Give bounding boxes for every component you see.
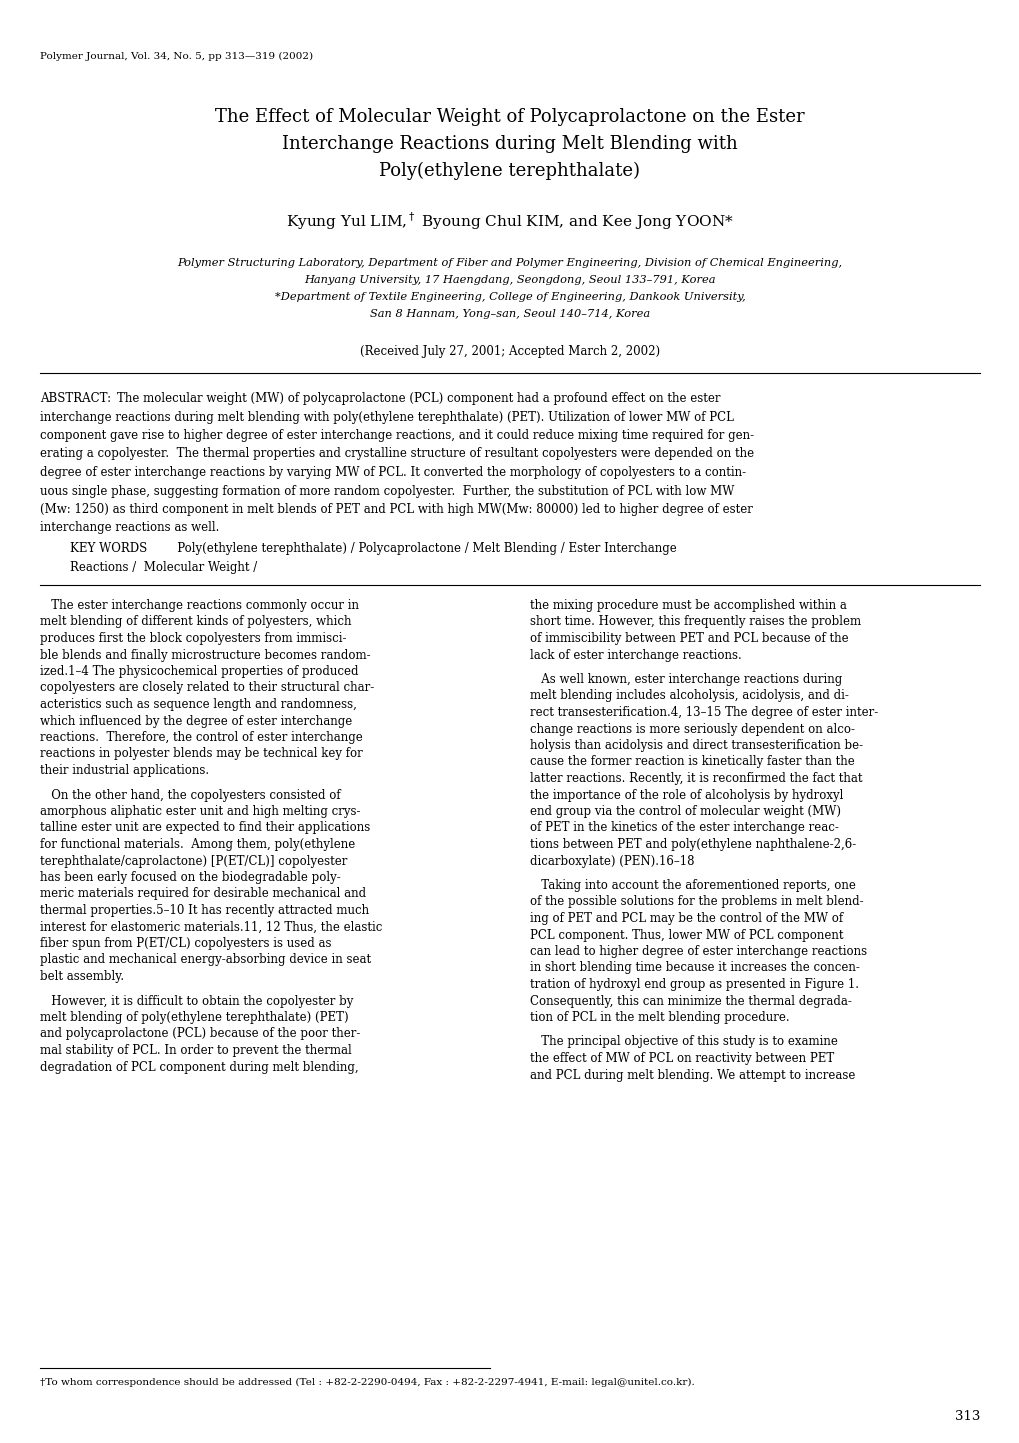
Text: ABSTRACT:: ABSTRACT: xyxy=(40,392,111,405)
Text: PCL component. Thus, lower MW of PCL component: PCL component. Thus, lower MW of PCL com… xyxy=(530,928,843,941)
Text: tions between PET and poly(ethylene naphthalene-2,6-: tions between PET and poly(ethylene naph… xyxy=(530,838,855,851)
Text: of the possible solutions for the problems in melt blend-: of the possible solutions for the proble… xyxy=(530,896,863,909)
Text: degree of ester interchange reactions by varying MW of PCL. It converted the mor: degree of ester interchange reactions by… xyxy=(40,466,745,479)
Text: acteristics such as sequence length and randomness,: acteristics such as sequence length and … xyxy=(40,698,357,711)
Text: Poly(ethylene terephthalate): Poly(ethylene terephthalate) xyxy=(379,162,640,180)
Text: dicarboxylate) (PEN).16–18: dicarboxylate) (PEN).16–18 xyxy=(530,854,694,867)
Text: can lead to higher degree of ester interchange reactions: can lead to higher degree of ester inter… xyxy=(530,945,866,958)
Text: interchange reactions during melt blending with poly(ethylene terephthalate) (PE: interchange reactions during melt blendi… xyxy=(40,410,733,423)
Text: plastic and mechanical energy-absorbing device in seat: plastic and mechanical energy-absorbing … xyxy=(40,954,371,967)
Text: melt blending includes alcoholysis, acidolysis, and di-: melt blending includes alcoholysis, acid… xyxy=(530,690,848,703)
Text: which influenced by the degree of ester interchange: which influenced by the degree of ester … xyxy=(40,714,352,727)
Text: mal stability of PCL. In order to prevent the thermal: mal stability of PCL. In order to preven… xyxy=(40,1043,352,1058)
Text: fiber spun from P(ET/CL) copolyesters is used as: fiber spun from P(ET/CL) copolyesters is… xyxy=(40,937,331,949)
Text: and polycaprolactone (PCL) because of the poor ther-: and polycaprolactone (PCL) because of th… xyxy=(40,1027,360,1040)
Text: As well known, ester interchange reactions during: As well known, ester interchange reactio… xyxy=(530,672,842,685)
Text: their industrial applications.: their industrial applications. xyxy=(40,763,209,776)
Text: 313: 313 xyxy=(954,1410,979,1423)
Text: cause the former reaction is kinetically faster than the: cause the former reaction is kinetically… xyxy=(530,756,854,769)
Text: produces first the block copolyesters from immisci-: produces first the block copolyesters fr… xyxy=(40,632,346,645)
Text: uous single phase, suggesting formation of more random copolyester.  Further, th: uous single phase, suggesting formation … xyxy=(40,485,734,498)
Text: the mixing procedure must be accomplished within a: the mixing procedure must be accomplishe… xyxy=(530,599,846,612)
Text: Kyung Yul L$\mathregular{IM}$,$^\dagger$ Byoung Chul K$\mathregular{IM}$, and Ke: Kyung Yul L$\mathregular{IM}$,$^\dagger$… xyxy=(286,211,733,232)
Text: end group via the control of molecular weight (MW): end group via the control of molecular w… xyxy=(530,805,841,818)
Text: of immiscibility between PET and PCL because of the: of immiscibility between PET and PCL bec… xyxy=(530,632,848,645)
Text: has been early focused on the biodegradable poly-: has been early focused on the biodegrada… xyxy=(40,872,340,885)
Text: talline ester unit are expected to find their applications: talline ester unit are expected to find … xyxy=(40,821,370,834)
Text: The molecular weight (MW) of polycaprolactone (PCL) component had a profound eff: The molecular weight (MW) of polycaprola… xyxy=(117,392,719,405)
Text: †To whom correspondence should be addressed (Tel : +82-2-2290-0494, Fax : +82-2-: †To whom correspondence should be addres… xyxy=(40,1378,694,1387)
Text: Interchange Reactions during Melt Blending with: Interchange Reactions during Melt Blendi… xyxy=(282,136,737,153)
Text: Polymer Structuring Laboratory, Department of Fiber and Polymer Engineering, Div: Polymer Structuring Laboratory, Departme… xyxy=(177,258,842,268)
Text: rect transesterification.4, 13–15 The degree of ester inter-: rect transesterification.4, 13–15 The de… xyxy=(530,706,877,719)
Text: melt blending of poly(ethylene terephthalate) (PET): melt blending of poly(ethylene terephtha… xyxy=(40,1012,348,1025)
Text: *Department of Textile Engineering, College of Engineering, Dankook University,: *Department of Textile Engineering, Coll… xyxy=(274,291,745,302)
Text: Consequently, this can minimize the thermal degrada-: Consequently, this can minimize the ther… xyxy=(530,994,851,1007)
Text: The principal objective of this study is to examine: The principal objective of this study is… xyxy=(530,1036,837,1049)
Text: However, it is difficult to obtain the copolyester by: However, it is difficult to obtain the c… xyxy=(40,994,353,1007)
Text: ing of PET and PCL may be the control of the MW of: ing of PET and PCL may be the control of… xyxy=(530,912,843,925)
Text: for functional materials.  Among them, poly(ethylene: for functional materials. Among them, po… xyxy=(40,838,355,851)
Text: melt blending of different kinds of polyesters, which: melt blending of different kinds of poly… xyxy=(40,616,352,629)
Text: in short blending time because it increases the concen-: in short blending time because it increa… xyxy=(530,961,859,974)
Text: lack of ester interchange reactions.: lack of ester interchange reactions. xyxy=(530,648,741,661)
Text: KEY WORDS        Poly(ethylene terephthalate) / Polycaprolactone / Melt Blending: KEY WORDS Poly(ethylene terephthalate) /… xyxy=(40,543,676,556)
Text: thermal properties.5–10 It has recently attracted much: thermal properties.5–10 It has recently … xyxy=(40,903,369,916)
Text: erating a copolyester.  The thermal properties and crystalline structure of resu: erating a copolyester. The thermal prope… xyxy=(40,447,753,460)
Text: interchange reactions as well.: interchange reactions as well. xyxy=(40,521,219,534)
Text: reactions.  Therefore, the control of ester interchange: reactions. Therefore, the control of est… xyxy=(40,732,363,745)
Text: the effect of MW of PCL on reactivity between PET: the effect of MW of PCL on reactivity be… xyxy=(530,1052,834,1065)
Text: latter reactions. Recently, it is reconfirmed the fact that: latter reactions. Recently, it is reconf… xyxy=(530,772,862,785)
Text: tration of hydroxyl end group as presented in Figure 1.: tration of hydroxyl end group as present… xyxy=(530,978,858,991)
Text: terephthalate/caprolactone) [P(ET/CL)] copolyester: terephthalate/caprolactone) [P(ET/CL)] c… xyxy=(40,854,347,867)
Text: Taking into account the aforementioned reports, one: Taking into account the aforementioned r… xyxy=(530,879,855,892)
Text: Hanyang University, 17 Haengdang, Seongdong, Seoul 133–791, Korea: Hanyang University, 17 Haengdang, Seongd… xyxy=(304,276,715,286)
Text: belt assembly.: belt assembly. xyxy=(40,970,124,983)
Text: (Mw: 1250) as third component in melt blends of PET and PCL with high MW(Mw: 800: (Mw: 1250) as third component in melt bl… xyxy=(40,504,752,517)
Text: and PCL during melt blending. We attempt to increase: and PCL during melt blending. We attempt… xyxy=(530,1068,855,1081)
Text: short time. However, this frequently raises the problem: short time. However, this frequently rai… xyxy=(530,616,860,629)
Text: amorphous aliphatic ester unit and high melting crys-: amorphous aliphatic ester unit and high … xyxy=(40,805,360,818)
Text: San 8 Hannam, Yong–san, Seoul 140–714, Korea: San 8 Hannam, Yong–san, Seoul 140–714, K… xyxy=(370,309,649,319)
Text: ized.1–4 The physicochemical properties of produced: ized.1–4 The physicochemical properties … xyxy=(40,665,358,678)
Text: the importance of the role of alcoholysis by hydroxyl: the importance of the role of alcoholysi… xyxy=(530,788,843,801)
Text: degradation of PCL component during melt blending,: degradation of PCL component during melt… xyxy=(40,1061,359,1074)
Text: The ester interchange reactions commonly occur in: The ester interchange reactions commonly… xyxy=(40,599,359,612)
Text: On the other hand, the copolyesters consisted of: On the other hand, the copolyesters cons… xyxy=(40,788,340,801)
Text: ble blends and finally microstructure becomes random-: ble blends and finally microstructure be… xyxy=(40,648,370,661)
Text: The Effect of Molecular Weight of Polycaprolactone on the Ester: The Effect of Molecular Weight of Polyca… xyxy=(215,108,804,126)
Text: (Received July 27, 2001; Accepted March 2, 2002): (Received July 27, 2001; Accepted March … xyxy=(360,345,659,358)
Text: copolyesters are closely related to their structural char-: copolyesters are closely related to thei… xyxy=(40,681,374,694)
Text: tion of PCL in the melt blending procedure.: tion of PCL in the melt blending procedu… xyxy=(530,1012,789,1025)
Text: meric materials required for desirable mechanical and: meric materials required for desirable m… xyxy=(40,887,366,900)
Text: Polymer Journal, Vol. 34, No. 5, pp 313—319 (2002): Polymer Journal, Vol. 34, No. 5, pp 313—… xyxy=(40,52,313,61)
Text: Reactions /  Molecular Weight /: Reactions / Molecular Weight / xyxy=(40,560,257,573)
Text: reactions in polyester blends may be technical key for: reactions in polyester blends may be tec… xyxy=(40,747,363,760)
Text: interest for elastomeric materials.11, 12 Thus, the elastic: interest for elastomeric materials.11, 1… xyxy=(40,921,382,934)
Text: holysis than acidolysis and direct transesterification be-: holysis than acidolysis and direct trans… xyxy=(530,739,862,752)
Text: component gave rise to higher degree of ester interchange reactions, and it coul: component gave rise to higher degree of … xyxy=(40,429,753,442)
Text: change reactions is more seriously dependent on alco-: change reactions is more seriously depen… xyxy=(530,723,854,736)
Text: of PET in the kinetics of the ester interchange reac-: of PET in the kinetics of the ester inte… xyxy=(530,821,838,834)
